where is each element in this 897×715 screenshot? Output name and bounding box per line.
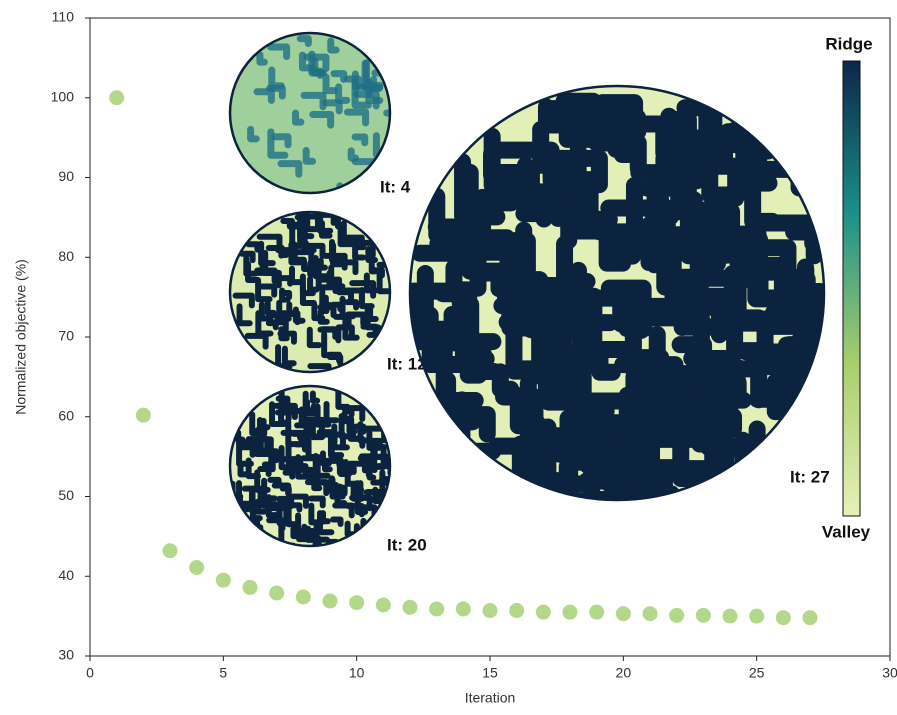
inset-label: It: 4 bbox=[380, 177, 411, 196]
point bbox=[163, 543, 178, 558]
point bbox=[269, 585, 284, 600]
ridge bbox=[316, 544, 328, 564]
x-tick-label: 0 bbox=[86, 665, 94, 681]
point bbox=[456, 601, 471, 616]
y-tick-label: 100 bbox=[51, 88, 75, 104]
x-tick-label: 20 bbox=[616, 665, 632, 681]
point bbox=[136, 408, 151, 423]
point bbox=[749, 609, 764, 624]
point bbox=[643, 606, 658, 621]
x-tick-label: 5 bbox=[219, 665, 227, 681]
point bbox=[376, 597, 391, 612]
y-tick-label: 80 bbox=[58, 248, 74, 264]
point bbox=[803, 610, 818, 625]
point bbox=[483, 603, 498, 618]
y-tick-label: 90 bbox=[58, 168, 74, 184]
ridge bbox=[801, 351, 829, 397]
x-tick-label: 30 bbox=[882, 665, 897, 681]
point bbox=[403, 600, 418, 615]
x-tick-label: 10 bbox=[349, 665, 365, 681]
chart: Iteration Normalized objective (%) Ridge… bbox=[0, 0, 897, 710]
y-tick-label: 50 bbox=[58, 487, 74, 503]
point bbox=[616, 606, 631, 621]
point bbox=[109, 90, 124, 105]
ridge bbox=[799, 390, 845, 418]
point bbox=[776, 610, 791, 625]
y-axis-label: Normalized objective (%) bbox=[13, 259, 29, 415]
ridge bbox=[757, 429, 787, 479]
inset-label: It: 27 bbox=[790, 467, 830, 486]
point bbox=[509, 603, 524, 618]
point bbox=[696, 608, 711, 623]
x-tick-label: 15 bbox=[482, 665, 498, 681]
x-axis-label: Iteration bbox=[465, 690, 516, 706]
ridge bbox=[654, 492, 687, 546]
y-tick-label: 60 bbox=[58, 407, 74, 423]
y-tick-label: 30 bbox=[58, 647, 74, 663]
point bbox=[723, 609, 738, 624]
point bbox=[589, 605, 604, 620]
colorbar-bottom-label: Valley bbox=[822, 522, 871, 541]
point bbox=[296, 589, 311, 604]
inset-label: It: 20 bbox=[387, 535, 427, 554]
colorbar-top-label: Ridge bbox=[825, 34, 872, 53]
point bbox=[216, 573, 231, 588]
point bbox=[429, 601, 444, 616]
point bbox=[669, 608, 684, 623]
x-tick-label: 25 bbox=[749, 665, 765, 681]
point bbox=[536, 605, 551, 620]
point bbox=[243, 580, 258, 595]
point bbox=[563, 605, 578, 620]
y-tick-label: 70 bbox=[58, 328, 74, 344]
point bbox=[323, 593, 338, 608]
y-tick-label: 110 bbox=[52, 9, 75, 25]
ridge bbox=[340, 186, 350, 203]
point bbox=[349, 595, 364, 610]
y-tick-label: 40 bbox=[58, 567, 74, 583]
colorbar bbox=[843, 61, 860, 516]
point bbox=[189, 560, 204, 575]
